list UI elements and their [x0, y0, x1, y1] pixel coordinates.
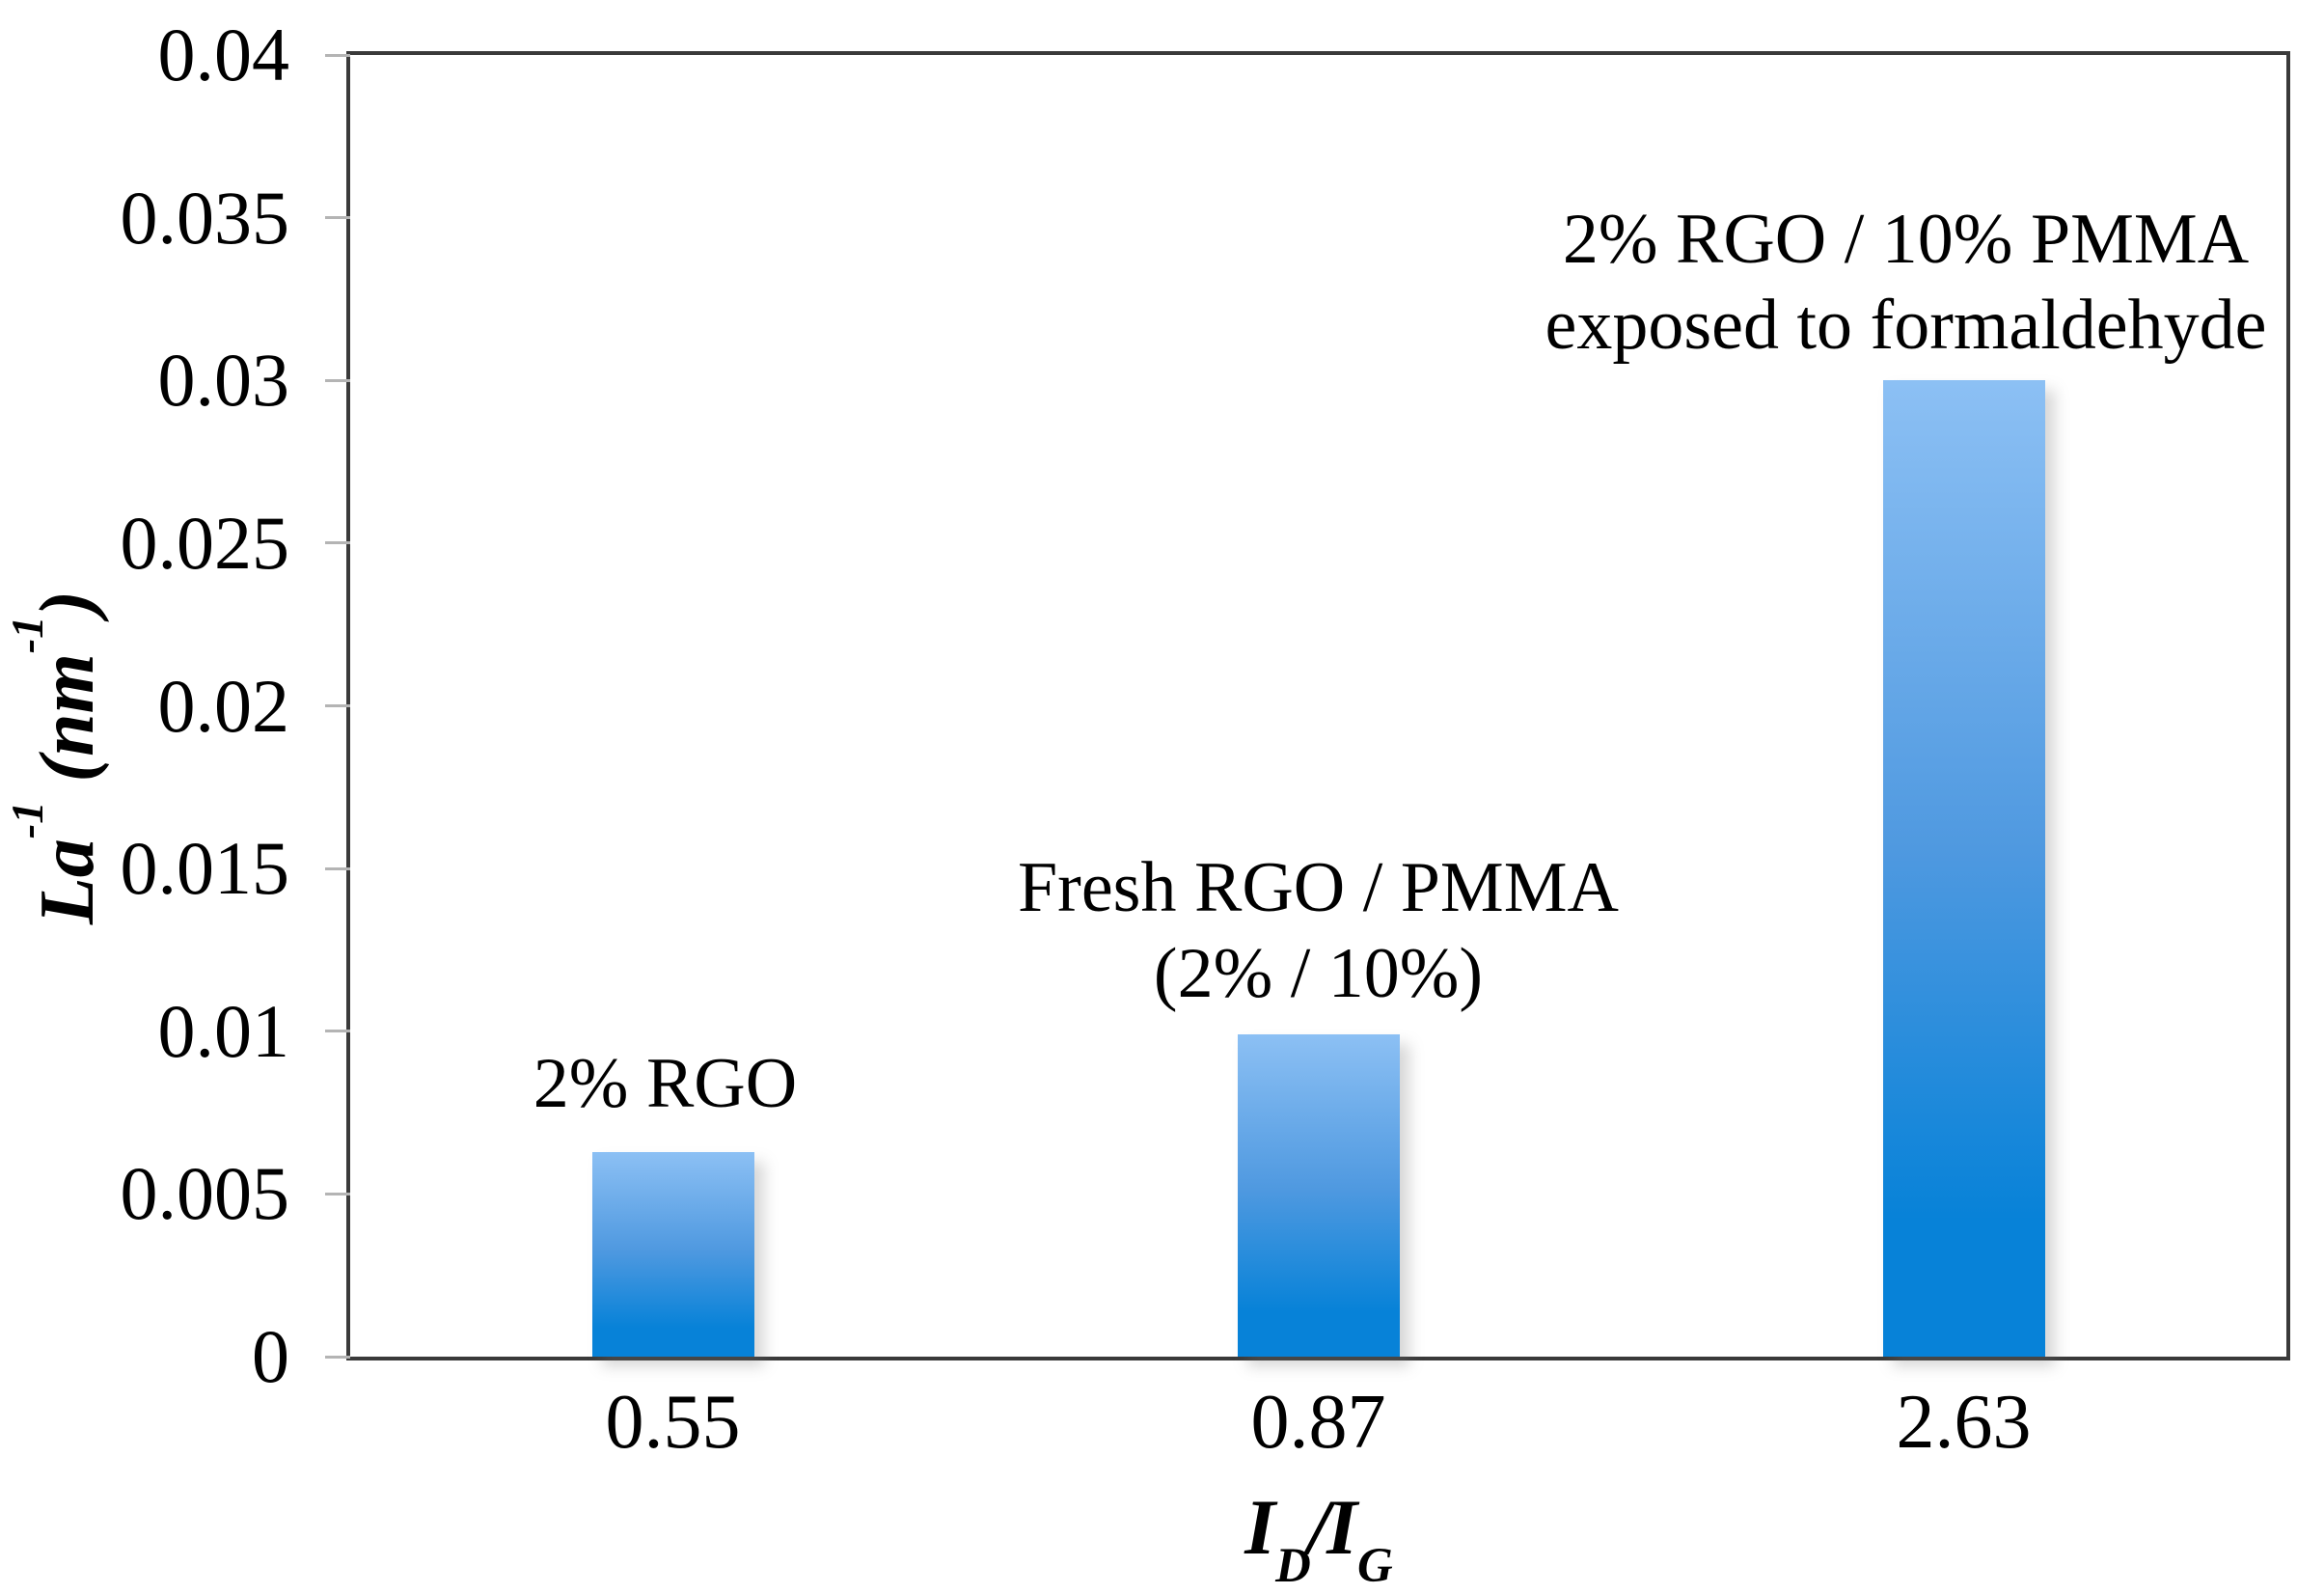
y-tick-mark — [325, 378, 350, 382]
y-tick-mark — [325, 216, 350, 220]
y-axis-title-text: ) — [24, 590, 110, 617]
x-axis-title-text: I — [1326, 1483, 1358, 1571]
bar-annotation-line: exposed to formaldehyde — [1545, 286, 2267, 366]
x-axis-title-text: / — [1307, 1483, 1330, 1571]
y-tick-mark — [325, 1355, 350, 1359]
x-tick-label: 2.63 — [1896, 1380, 2032, 1465]
y-tick-label: 0.02 — [157, 663, 290, 748]
y-axis-title-superscript: -1 — [4, 616, 54, 654]
y-tick-label: 0.015 — [120, 826, 290, 911]
x-tick-label: 0.55 — [605, 1380, 741, 1465]
y-tick-label: 0.04 — [157, 13, 290, 96]
y-tick-label: 0.01 — [157, 988, 290, 1073]
bar-annotation-line: 2% RGO — [533, 1043, 798, 1123]
bar-annotation-line: (2% / 10%) — [1153, 934, 1484, 1014]
x-axis-title-text: I — [1244, 1483, 1276, 1571]
y-tick-mark — [325, 541, 350, 545]
bar-annotation: 2% RGO / 10% PMMA exposed to formaldehyde — [1545, 197, 2267, 369]
bar — [1882, 380, 2045, 1357]
y-tick-mark — [325, 1030, 350, 1033]
x-axis-title-subscript: D — [1275, 1537, 1311, 1592]
y-tick-mark — [325, 1192, 350, 1196]
y-tick-mark — [325, 704, 350, 707]
y-tick-mark — [325, 866, 350, 870]
bar — [591, 1151, 754, 1357]
bar-annotation-line: 2% RGO / 10% PMMA — [1562, 200, 2250, 280]
y-tick-label: 0.005 — [120, 1151, 290, 1236]
x-tick-label: 0.87 — [1250, 1380, 1386, 1465]
y-tick-label: 0.035 — [120, 175, 290, 260]
y-tick-label: 0.03 — [157, 338, 290, 423]
bar-annotation: 2% RGO — [533, 1041, 797, 1127]
x-axis-title-subscript: G — [1357, 1537, 1393, 1592]
bar — [1237, 1034, 1400, 1357]
x-axis-title: ID/IG — [1244, 1484, 1393, 1594]
bar-annotation-line: Fresh RGO / PMMA — [1018, 848, 1619, 928]
y-tick-label: 0.025 — [120, 500, 290, 585]
y-tick-mark — [325, 53, 350, 57]
bar-annotation: Fresh RGO / PMMA (2% / 10%) — [1018, 845, 1619, 1017]
y-tick-label: 0 — [252, 1314, 289, 1398]
